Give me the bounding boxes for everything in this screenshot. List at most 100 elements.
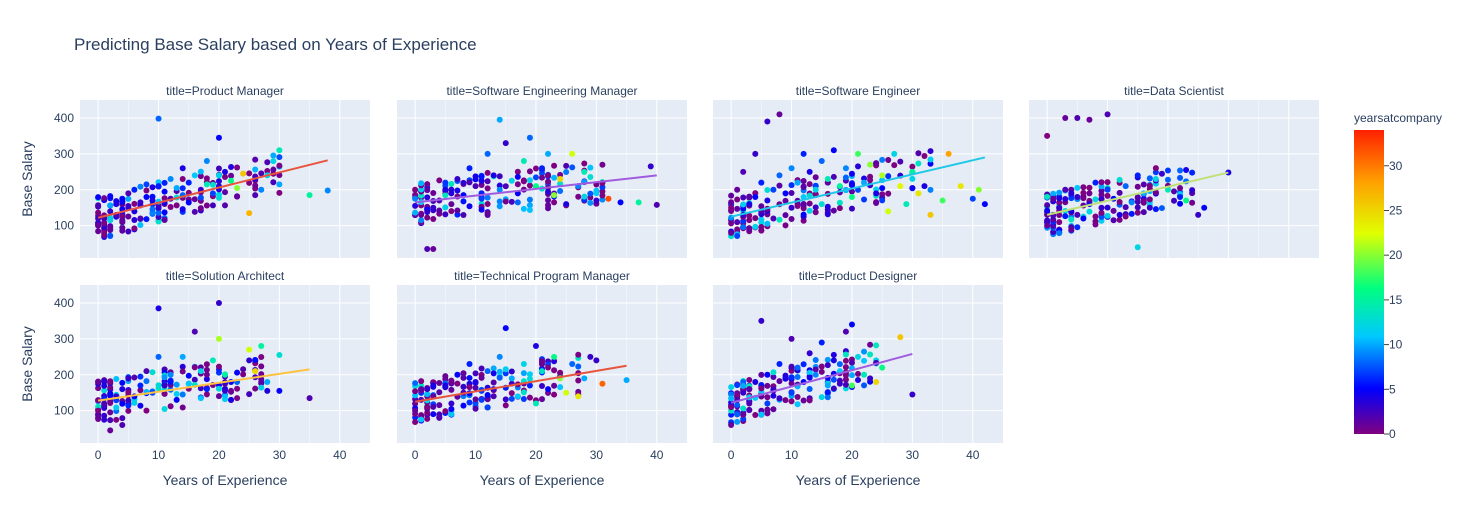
data-point: [514, 199, 521, 206]
data-point: [1068, 226, 1075, 233]
data-point: [185, 380, 192, 387]
data-point: [424, 208, 431, 215]
data-point: [466, 203, 473, 210]
data-point: [879, 172, 886, 179]
data-point: [842, 328, 849, 335]
data-point: [131, 399, 138, 406]
data-point: [442, 408, 449, 415]
data-point: [454, 371, 461, 378]
data-point: [1134, 183, 1141, 190]
data-point: [203, 376, 210, 383]
data-point: [740, 205, 747, 212]
data-point: [197, 194, 204, 201]
data-point: [1092, 196, 1099, 203]
data-point: [806, 386, 813, 393]
data-point: [252, 156, 259, 163]
data-point: [788, 165, 795, 172]
data-point: [764, 400, 771, 407]
data-point: [125, 213, 132, 220]
data-point: [442, 179, 449, 186]
data-point: [848, 193, 855, 200]
facet-title: title=Software Engineering Manager: [446, 84, 637, 98]
data-point: [95, 202, 102, 209]
data-point: [502, 140, 509, 147]
data-point: [734, 382, 741, 389]
data-point: [143, 368, 150, 375]
y-tick-label: 200: [54, 183, 74, 197]
data-point: [788, 389, 795, 396]
data-point: [209, 181, 216, 188]
facet-title: title=Data Scientist: [1124, 84, 1224, 98]
data-point: [155, 353, 162, 360]
data-point: [490, 393, 497, 400]
data-point: [137, 373, 144, 380]
data-point: [1098, 187, 1105, 194]
data-point: [526, 394, 533, 401]
data-point: [185, 179, 192, 186]
data-point: [179, 353, 186, 360]
data-point: [107, 378, 114, 385]
colorbar-title: yearsatcompany: [1354, 111, 1442, 125]
data-point: [484, 194, 491, 201]
data-point: [215, 191, 222, 198]
data-point: [740, 201, 747, 208]
data-point: [728, 404, 735, 411]
facet-background: [713, 100, 1003, 258]
data-point: [228, 388, 235, 395]
data-point: [1152, 206, 1159, 213]
scatter-cloud: [412, 160, 606, 227]
data-point: [1116, 216, 1123, 223]
data-point: [842, 174, 849, 181]
data-point: [95, 407, 102, 414]
data-point: [264, 387, 271, 394]
data-point: [514, 181, 521, 188]
data-point: [197, 173, 204, 180]
data-point: [740, 411, 747, 418]
data-point: [1152, 189, 1159, 196]
data-point: [824, 382, 831, 389]
data-point: [167, 371, 174, 378]
data-point: [728, 229, 735, 236]
data-point: [436, 207, 443, 214]
data-point: [95, 378, 102, 385]
data-point: [824, 362, 831, 369]
colorbar: yearsatcompany 0 5 10 15 20 25 30: [1354, 111, 1442, 441]
data-point: [119, 386, 126, 393]
data-point: [740, 415, 747, 422]
data-point: [125, 190, 132, 197]
data-point: [240, 366, 247, 373]
data-point: [508, 395, 515, 402]
data-point: [557, 171, 564, 178]
data-point: [830, 147, 837, 154]
data-point: [758, 317, 765, 324]
data-point: [478, 365, 485, 372]
data-point: [179, 176, 186, 183]
data-point: [101, 229, 108, 236]
data-point: [830, 385, 837, 392]
data-point: [788, 204, 795, 211]
data-point: [879, 156, 886, 163]
data-point: [418, 412, 425, 419]
data-point: [532, 400, 539, 407]
data-point: [526, 168, 533, 175]
data-point: [575, 193, 582, 200]
data-point: [764, 197, 771, 204]
data-point: [472, 396, 479, 403]
data-point: [472, 405, 479, 412]
data-point: [185, 199, 192, 206]
data-point: [551, 353, 558, 360]
data-point: [794, 203, 801, 210]
data-point: [758, 227, 765, 234]
y-tick-label: 100: [54, 219, 74, 233]
data-point: [758, 179, 765, 186]
data-point: [1044, 132, 1051, 139]
data-point: [818, 394, 825, 401]
data-point: [424, 415, 431, 422]
data-point: [502, 396, 509, 403]
x-tick-label: 30: [273, 448, 287, 462]
data-point: [137, 387, 144, 394]
data-point: [1122, 213, 1129, 220]
data-point: [155, 204, 162, 211]
data-point: [593, 190, 600, 197]
data-point: [215, 134, 222, 141]
